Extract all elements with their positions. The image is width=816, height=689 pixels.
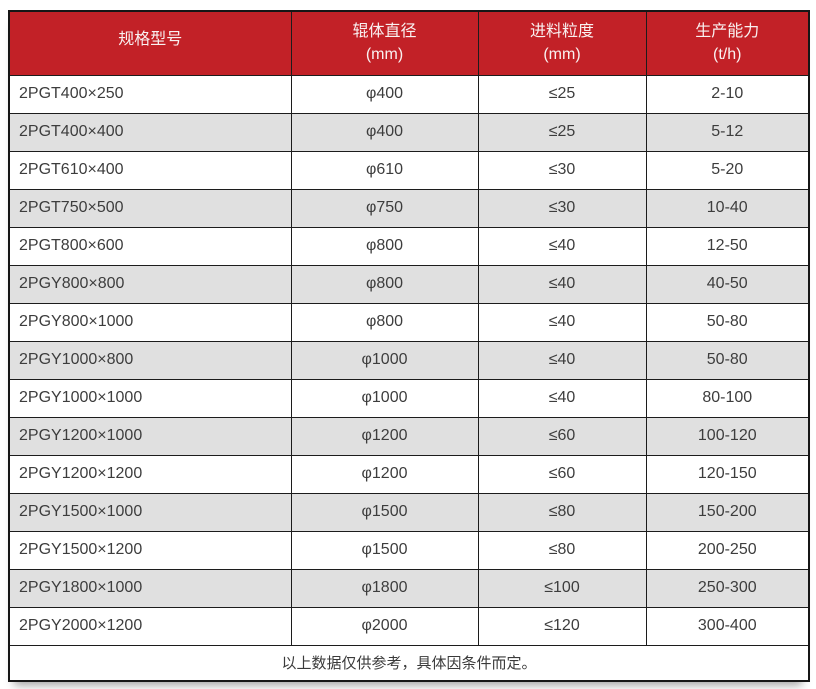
- feed-size-cell: ≤40: [477, 264, 647, 304]
- model-cell: 2PGY1500×1000: [8, 492, 292, 532]
- col-header-roller-diameter-label: 辊体直径: [352, 22, 417, 40]
- feed-size-cell: ≤25: [477, 112, 647, 152]
- feed-size-cell: ≤60: [477, 454, 647, 494]
- capacity-cell: 100-120: [645, 416, 810, 456]
- model-cell: 2PGY1000×1000: [8, 378, 292, 418]
- roller-diameter-cell: φ800: [290, 226, 479, 266]
- model-cell: 2PGY2000×1200: [8, 606, 292, 646]
- roller-diameter-cell: φ1000: [290, 378, 479, 418]
- table-row: 2PGY1500×1200 φ1500 ≤80 200-250: [8, 530, 810, 570]
- roller-diameter-cell: φ750: [290, 188, 479, 228]
- roller-diameter-cell: φ800: [290, 302, 479, 342]
- roller-diameter-cell: φ400: [290, 112, 479, 152]
- table-row: 2PGY1000×1000 φ1000 ≤40 80-100: [8, 378, 810, 418]
- table-row: 2PGY2000×1200 φ2000 ≤120 300-400: [8, 606, 810, 646]
- col-header-roller-diameter: 辊体直径 (mm): [290, 10, 479, 76]
- feed-size-cell: ≤40: [477, 302, 647, 342]
- model-cell: 2PGT750×500: [8, 188, 292, 228]
- table-row: 2PGY1800×1000 φ1800 ≤100 250-300: [8, 568, 810, 608]
- table-row: 2PGY800×1000 φ800 ≤40 50-80: [8, 302, 810, 342]
- col-header-capacity-label: 生产能力: [695, 22, 760, 40]
- capacity-cell: 5-20: [645, 150, 810, 190]
- table-row: 2PGY1000×800 φ1000 ≤40 50-80: [8, 340, 810, 380]
- feed-size-cell: ≤40: [477, 226, 647, 266]
- model-cell: 2PGY1000×800: [8, 340, 292, 380]
- spec-table: 规格型号 辊体直径 (mm) 进料粒度 (mm): [8, 10, 810, 682]
- model-cell: 2PGY1200×1200: [8, 454, 292, 494]
- roller-diameter-cell: φ1200: [290, 454, 479, 494]
- table-row: 2PGY1200×1200 φ1200 ≤60 120-150: [8, 454, 810, 494]
- spec-table-container: 规格型号 辊体直径 (mm) 进料粒度 (mm): [8, 10, 810, 682]
- feed-size-cell: ≤40: [477, 340, 647, 380]
- model-cell: 2PGY800×1000: [8, 302, 292, 342]
- roller-diameter-cell: φ1500: [290, 530, 479, 570]
- roller-diameter-cell: φ610: [290, 150, 479, 190]
- col-header-feed-size-unit: (mm): [543, 45, 581, 63]
- capacity-cell: 2-10: [645, 74, 810, 114]
- col-header-feed-size: 进料粒度 (mm): [477, 10, 647, 76]
- capacity-cell: 200-250: [645, 530, 810, 570]
- table-row: 2PGY1500×1000 φ1500 ≤80 150-200: [8, 492, 810, 532]
- model-cell: 2PGY1500×1200: [8, 530, 292, 570]
- roller-diameter-cell: φ1200: [290, 416, 479, 456]
- col-header-feed-size-label: 进料粒度: [529, 22, 594, 40]
- col-header-roller-diameter-unit: (mm): [365, 45, 404, 63]
- capacity-cell: 80-100: [645, 378, 810, 418]
- model-cell: 2PGT400×250: [8, 74, 292, 114]
- model-cell: 2PGT400×400: [8, 112, 292, 152]
- table-row: 2PGT610×400 φ610 ≤30 5-20: [8, 150, 810, 190]
- col-header-capacity-unit: (t/h): [713, 45, 742, 63]
- feed-size-cell: ≤80: [477, 530, 647, 570]
- feed-size-cell: ≤120: [477, 606, 647, 646]
- table-row: 2PGT750×500 φ750 ≤30 10-40: [8, 188, 810, 228]
- table-row: 2PGT800×600 φ800 ≤40 12-50: [8, 226, 810, 266]
- capacity-cell: 50-80: [645, 340, 810, 380]
- roller-diameter-cell: φ1800: [290, 568, 479, 608]
- capacity-cell: 10-40: [645, 188, 810, 228]
- header-row: 规格型号 辊体直径 (mm) 进料粒度 (mm): [8, 10, 810, 76]
- capacity-cell: 250-300: [645, 568, 810, 608]
- capacity-cell: 50-80: [645, 302, 810, 342]
- capacity-cell: 5-12: [645, 112, 810, 152]
- col-header-capacity: 生产能力 (t/h): [645, 10, 810, 76]
- capacity-cell: 150-200: [645, 492, 810, 532]
- feed-size-cell: ≤40: [477, 378, 647, 418]
- model-cell: 2PGY800×800: [8, 264, 292, 304]
- table-row: 2PGY1200×1000 φ1200 ≤60 100-120: [8, 416, 810, 456]
- capacity-cell: 300-400: [645, 606, 810, 646]
- table-row: 2PGT400×400 φ400 ≤25 5-12: [8, 112, 810, 152]
- capacity-cell: 120-150: [645, 454, 810, 494]
- roller-diameter-cell: φ800: [290, 264, 479, 304]
- capacity-cell: 40-50: [645, 264, 810, 304]
- table-footnote: 以上数据仅供参考，具体因条件而定。: [8, 644, 810, 682]
- feed-size-cell: ≤25: [477, 74, 647, 114]
- col-header-model-label: 规格型号: [118, 30, 183, 48]
- feed-size-cell: ≤100: [477, 568, 647, 608]
- roller-diameter-cell: φ1500: [290, 492, 479, 532]
- roller-diameter-cell: φ1000: [290, 340, 479, 380]
- model-cell: 2PGT610×400: [8, 150, 292, 190]
- feed-size-cell: ≤30: [477, 188, 647, 228]
- col-header-model: 规格型号: [8, 10, 292, 76]
- model-cell: 2PGY1200×1000: [8, 416, 292, 456]
- table-row: 2PGY800×800 φ800 ≤40 40-50: [8, 264, 810, 304]
- capacity-cell: 12-50: [645, 226, 810, 266]
- feed-size-cell: ≤30: [477, 150, 647, 190]
- model-cell: 2PGT800×600: [8, 226, 292, 266]
- feed-size-cell: ≤80: [477, 492, 647, 532]
- feed-size-cell: ≤60: [477, 416, 647, 456]
- roller-diameter-cell: φ2000: [290, 606, 479, 646]
- footnote-row: 以上数据仅供参考，具体因条件而定。: [8, 644, 810, 682]
- model-cell: 2PGY1800×1000: [8, 568, 292, 608]
- roller-diameter-cell: φ400: [290, 74, 479, 114]
- table-row: 2PGT400×250 φ400 ≤25 2-10: [8, 74, 810, 114]
